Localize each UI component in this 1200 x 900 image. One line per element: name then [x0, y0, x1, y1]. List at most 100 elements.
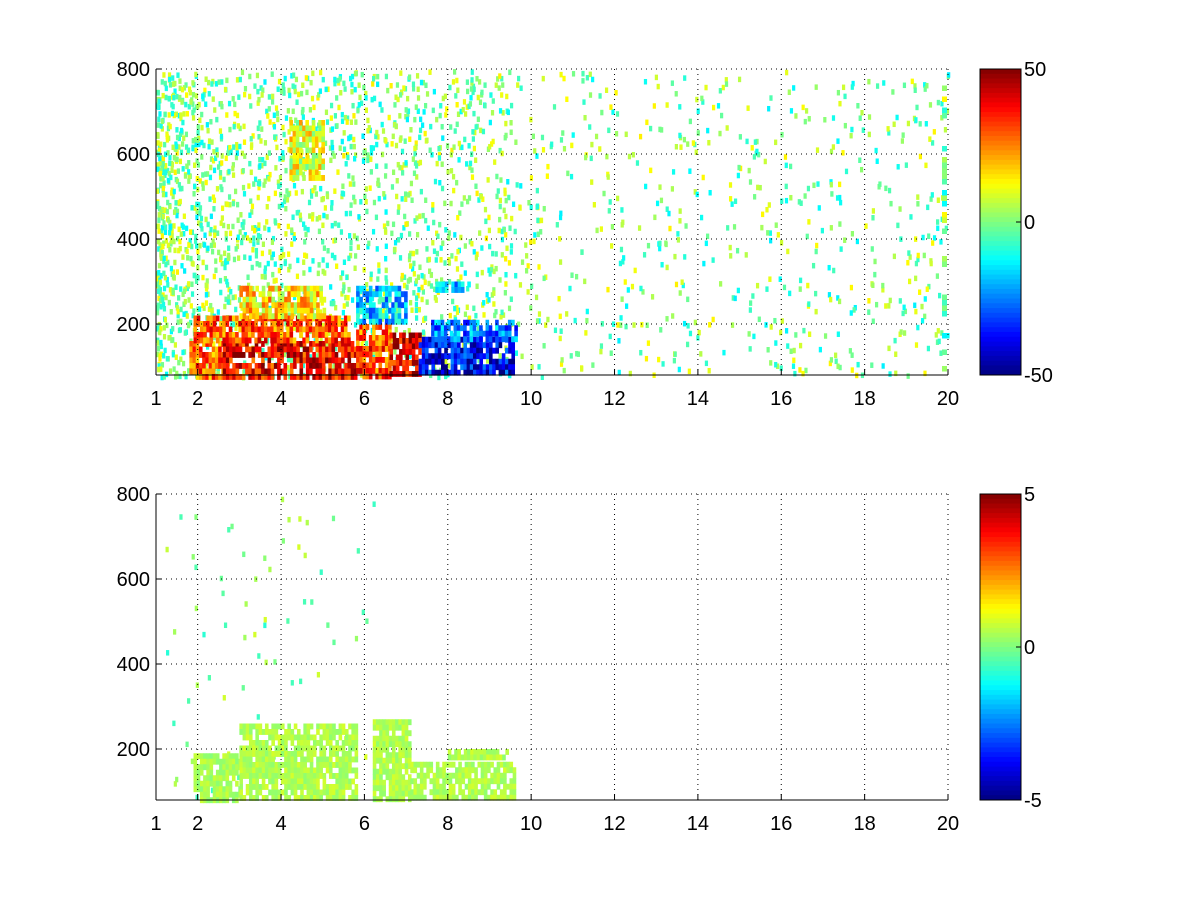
- colorbar-step: [980, 303, 1021, 309]
- heatmap-cell: [350, 297, 355, 303]
- heatmap-cell: [437, 151, 442, 158]
- heatmap-cell: [163, 224, 168, 230]
- heatmap-cell: [305, 337, 310, 344]
- heatmap-cell: [369, 145, 373, 151]
- heatmap-cell: [318, 158, 322, 165]
- heatmap-cell: [395, 177, 399, 184]
- heatmap-cell: [344, 346, 348, 353]
- heatmap-cell: [284, 231, 288, 237]
- heatmap-cell: [284, 789, 288, 796]
- heatmap-cell: [384, 243, 388, 250]
- heatmap-cell: [366, 128, 370, 134]
- heatmap-cell: [820, 227, 824, 234]
- heatmap-cell: [258, 789, 263, 796]
- heatmap-cell: [384, 138, 388, 144]
- heatmap-cell: [211, 374, 216, 380]
- heatmap-cell: [290, 784, 295, 790]
- heatmap-cell: [219, 321, 223, 327]
- heatmap-cell: [277, 789, 282, 796]
- heatmap-cell: [232, 123, 236, 130]
- heatmap-cell: [347, 286, 351, 293]
- heatmap-cell: [312, 302, 317, 309]
- heatmap-cell: [503, 778, 507, 785]
- heatmap-cell: [511, 201, 516, 208]
- heatmap-cell: [299, 678, 303, 685]
- heatmap-cell: [195, 201, 199, 208]
- heatmap-cell: [903, 308, 908, 315]
- heatmap-cell: [476, 749, 481, 755]
- heatmap-cell: [293, 762, 298, 768]
- heatmap-cell: [354, 734, 359, 741]
- heatmap-cell: [871, 208, 875, 214]
- heatmap-cell: [263, 178, 267, 184]
- heatmap-cell: [404, 724, 409, 731]
- heatmap-cell: [248, 307, 253, 314]
- heatmap-cell: [205, 278, 209, 284]
- heatmap-cell: [257, 332, 262, 338]
- heatmap-cell: [916, 201, 920, 207]
- heatmap-cell: [625, 303, 629, 309]
- heatmap-cell: [255, 751, 259, 757]
- heatmap-cell: [519, 183, 523, 189]
- heatmap-cell: [322, 784, 327, 790]
- heatmap-cell: [483, 794, 488, 801]
- heatmap-cell: [676, 237, 681, 243]
- heatmap-cell: [231, 758, 236, 765]
- heatmap-cell: [456, 111, 461, 117]
- heatmap-cell: [457, 281, 462, 288]
- heatmap-cell: [836, 363, 840, 370]
- heatmap-cell: [289, 164, 293, 170]
- heatmap-cell: [439, 794, 443, 801]
- heatmap-cell: [375, 307, 379, 314]
- heatmap-cell: [408, 332, 413, 339]
- heatmap-cell: [209, 302, 213, 309]
- heatmap-cell: [327, 321, 332, 327]
- heatmap-cell: [344, 294, 348, 301]
- heatmap-cell: [157, 366, 161, 373]
- heatmap-cell: [196, 769, 201, 776]
- heatmap-cell: [701, 174, 705, 181]
- colorbar-step: [980, 78, 1021, 84]
- heatmap-cell: [383, 173, 388, 179]
- heatmap-cell: [362, 362, 367, 369]
- heatmap-cell: [317, 92, 321, 98]
- heatmap-cell: [413, 218, 417, 224]
- heatmap-cell: [231, 165, 235, 172]
- heatmap-cell: [506, 794, 510, 801]
- heatmap-cell: [305, 131, 309, 137]
- heatmap-cell: [437, 347, 442, 354]
- heatmap-cell: [302, 326, 306, 333]
- heatmap-cell: [932, 129, 936, 135]
- heatmap-cell: [289, 169, 293, 176]
- heatmap-cell: [571, 71, 576, 77]
- heatmap-cell: [300, 188, 304, 195]
- heatmap-cell: [894, 370, 898, 377]
- heatmap-cell: [529, 305, 533, 311]
- heatmap-cell: [295, 210, 299, 216]
- heatmap-cell: [261, 740, 266, 746]
- heatmap-cell: [368, 335, 373, 341]
- heatmap-cell: [314, 131, 319, 137]
- heatmap-cell: [314, 136, 319, 143]
- heatmap-cell: [259, 138, 263, 144]
- heatmap-cell: [415, 338, 419, 344]
- heatmap-cell: [460, 353, 464, 360]
- heatmap-cell: [255, 745, 259, 752]
- heatmap-cell: [435, 772, 440, 779]
- heatmap-cell: [232, 341, 236, 347]
- heatmap-cell: [414, 301, 419, 308]
- heatmap-cell: [332, 364, 336, 370]
- heatmap-cell: [860, 109, 864, 116]
- heatmap-cell: [338, 756, 343, 763]
- heatmap-cell: [322, 778, 327, 785]
- heatmap-cell: [199, 753, 204, 760]
- heatmap-cell: [273, 321, 278, 327]
- colorbar-step: [980, 107, 1021, 113]
- heatmap-cell: [316, 778, 320, 785]
- heatmap-cell: [504, 213, 508, 220]
- heatmap-cell: [194, 233, 198, 240]
- heatmap-cell: [566, 170, 570, 177]
- heatmap-cell: [440, 314, 444, 320]
- heatmap-cell: [286, 618, 290, 624]
- heatmap-cell: [483, 206, 488, 213]
